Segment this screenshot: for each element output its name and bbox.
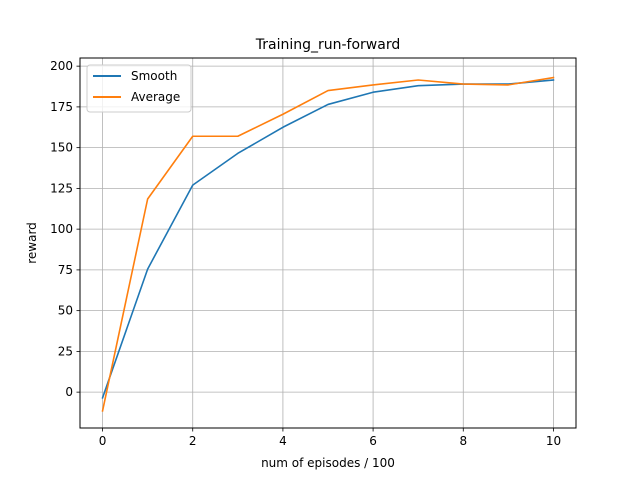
y-tick-label: 200 bbox=[50, 59, 73, 73]
y-axis-label: reward bbox=[25, 222, 39, 264]
y-tick-label: 150 bbox=[50, 141, 73, 155]
y-tick-label: 50 bbox=[58, 304, 73, 318]
grid-lines bbox=[80, 58, 576, 428]
y-tick-label: 175 bbox=[50, 100, 73, 114]
chart-title: Training_run-forward bbox=[255, 37, 400, 53]
x-tick-label: 10 bbox=[546, 434, 561, 448]
x-tick-label: 6 bbox=[369, 434, 377, 448]
legend-label-smooth: Smooth bbox=[131, 69, 177, 83]
series-line-average bbox=[101, 76, 555, 412]
y-tick-label: 0 bbox=[65, 385, 73, 399]
series-lines bbox=[101, 76, 555, 412]
y-tick-label: 75 bbox=[58, 263, 73, 277]
legend: Smooth Average bbox=[86, 64, 192, 113]
y-tick-label: 125 bbox=[50, 181, 73, 195]
x-tick-label: 4 bbox=[279, 434, 287, 448]
x-axis-label: num of episodes / 100 bbox=[261, 456, 395, 470]
plot-frame bbox=[79, 57, 577, 429]
x-tick-label: 2 bbox=[189, 434, 197, 448]
y-tick-label: 25 bbox=[58, 344, 73, 358]
x-tick-label: 0 bbox=[99, 434, 107, 448]
legend-label-average: Average bbox=[131, 90, 180, 104]
x-tick-label: 8 bbox=[459, 434, 467, 448]
y-tick-label: 100 bbox=[50, 222, 73, 236]
